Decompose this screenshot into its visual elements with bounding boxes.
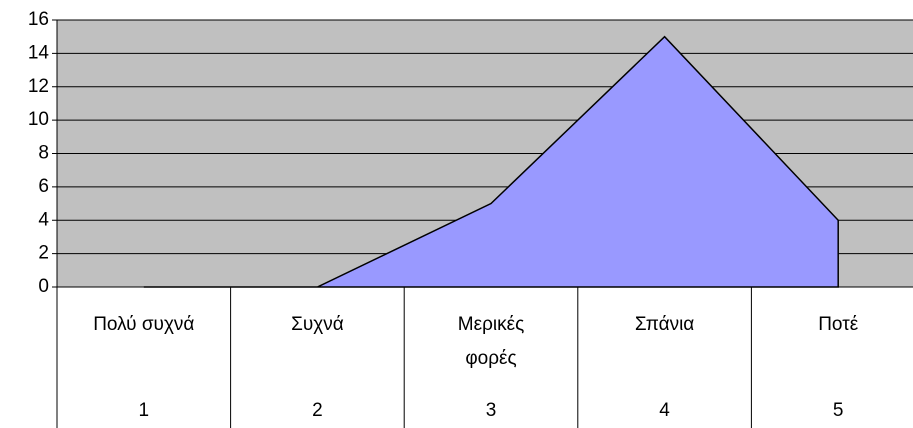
x-tick-code: 3: [486, 400, 497, 421]
x-tick-label: Μερικές φορές: [457, 314, 525, 369]
x-tick-code: 5: [833, 400, 844, 421]
area: [143, 35, 839, 288]
y-tick-label: 4: [38, 209, 49, 230]
y-tick-label: 16: [28, 9, 49, 30]
y-tick-label: 6: [38, 176, 49, 197]
x-tick-code: 4: [659, 400, 670, 421]
y-tick-label: 0: [38, 276, 49, 297]
x-tick-code: 2: [312, 400, 323, 421]
y-tick-label: 10: [28, 109, 49, 130]
y-tick-label: 8: [38, 143, 49, 164]
y-tick-label: 12: [28, 76, 49, 97]
x-tick-label: Σπάνια: [634, 314, 695, 335]
x-tick-label: Ποτέ: [818, 314, 859, 335]
y-tick-label: 14: [28, 42, 50, 63]
x-tick-label: Πολύ συχνά: [93, 314, 195, 335]
x-tick-label: Συχνά: [291, 314, 344, 335]
y-tick-label: 2: [38, 243, 49, 264]
x-tick-code: 1: [139, 400, 150, 421]
